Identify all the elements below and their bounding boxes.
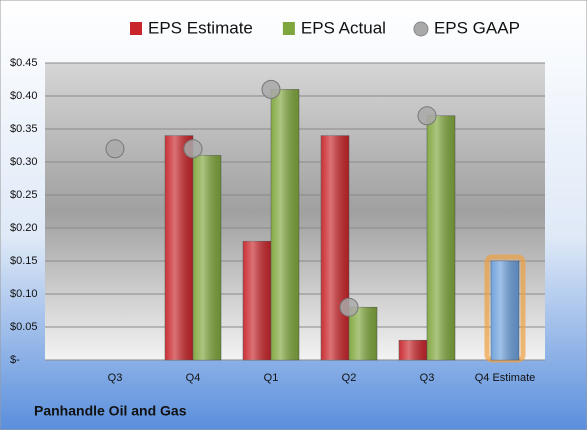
point xyxy=(339,297,359,317)
point xyxy=(183,139,203,159)
bar-shine xyxy=(243,241,271,360)
x-tick-label: Q3 xyxy=(420,372,435,384)
bar-shine xyxy=(491,261,519,360)
y-tick-label: $0.10 xyxy=(10,288,38,300)
chart-title: Panhandle Oil and Gas xyxy=(34,403,187,419)
legend-marker xyxy=(282,22,295,35)
x-tick-label: Q4 Estimate xyxy=(475,372,536,384)
point xyxy=(261,79,281,99)
x-tick-label: Q4 xyxy=(186,372,201,384)
legend-marker xyxy=(130,22,142,35)
bar-shine xyxy=(399,340,427,360)
point xyxy=(417,106,437,126)
y-tick-label: $- xyxy=(10,354,20,366)
bar-shine xyxy=(165,135,193,360)
legend-label: EPS Estimate xyxy=(148,18,253,37)
y-tick-label: $0.40 xyxy=(10,90,38,102)
y-tick-label: $0.35 xyxy=(10,123,38,135)
x-tick-label: Q2 xyxy=(342,372,357,384)
y-tick-label: $0.30 xyxy=(10,156,38,168)
bar-shine xyxy=(193,155,221,360)
y-tick-label: $0.05 xyxy=(10,321,38,333)
bar-shine xyxy=(427,115,455,360)
y-tick-label: $0.25 xyxy=(10,189,38,201)
bar-shine xyxy=(349,307,377,360)
legend-label: EPS Actual xyxy=(301,18,386,37)
legend-marker xyxy=(413,21,429,37)
legend-label: EPS GAAP xyxy=(434,18,520,37)
point xyxy=(105,139,125,159)
y-tick-label: $0.15 xyxy=(10,255,38,267)
x-tick-label: Q1 xyxy=(264,372,279,384)
bar-shine xyxy=(271,89,299,361)
x-tick-label: Q3 xyxy=(108,372,123,384)
y-tick-label: $0.20 xyxy=(10,222,38,234)
bar-shine xyxy=(321,135,349,360)
y-tick-label: $0.45 xyxy=(10,57,38,69)
